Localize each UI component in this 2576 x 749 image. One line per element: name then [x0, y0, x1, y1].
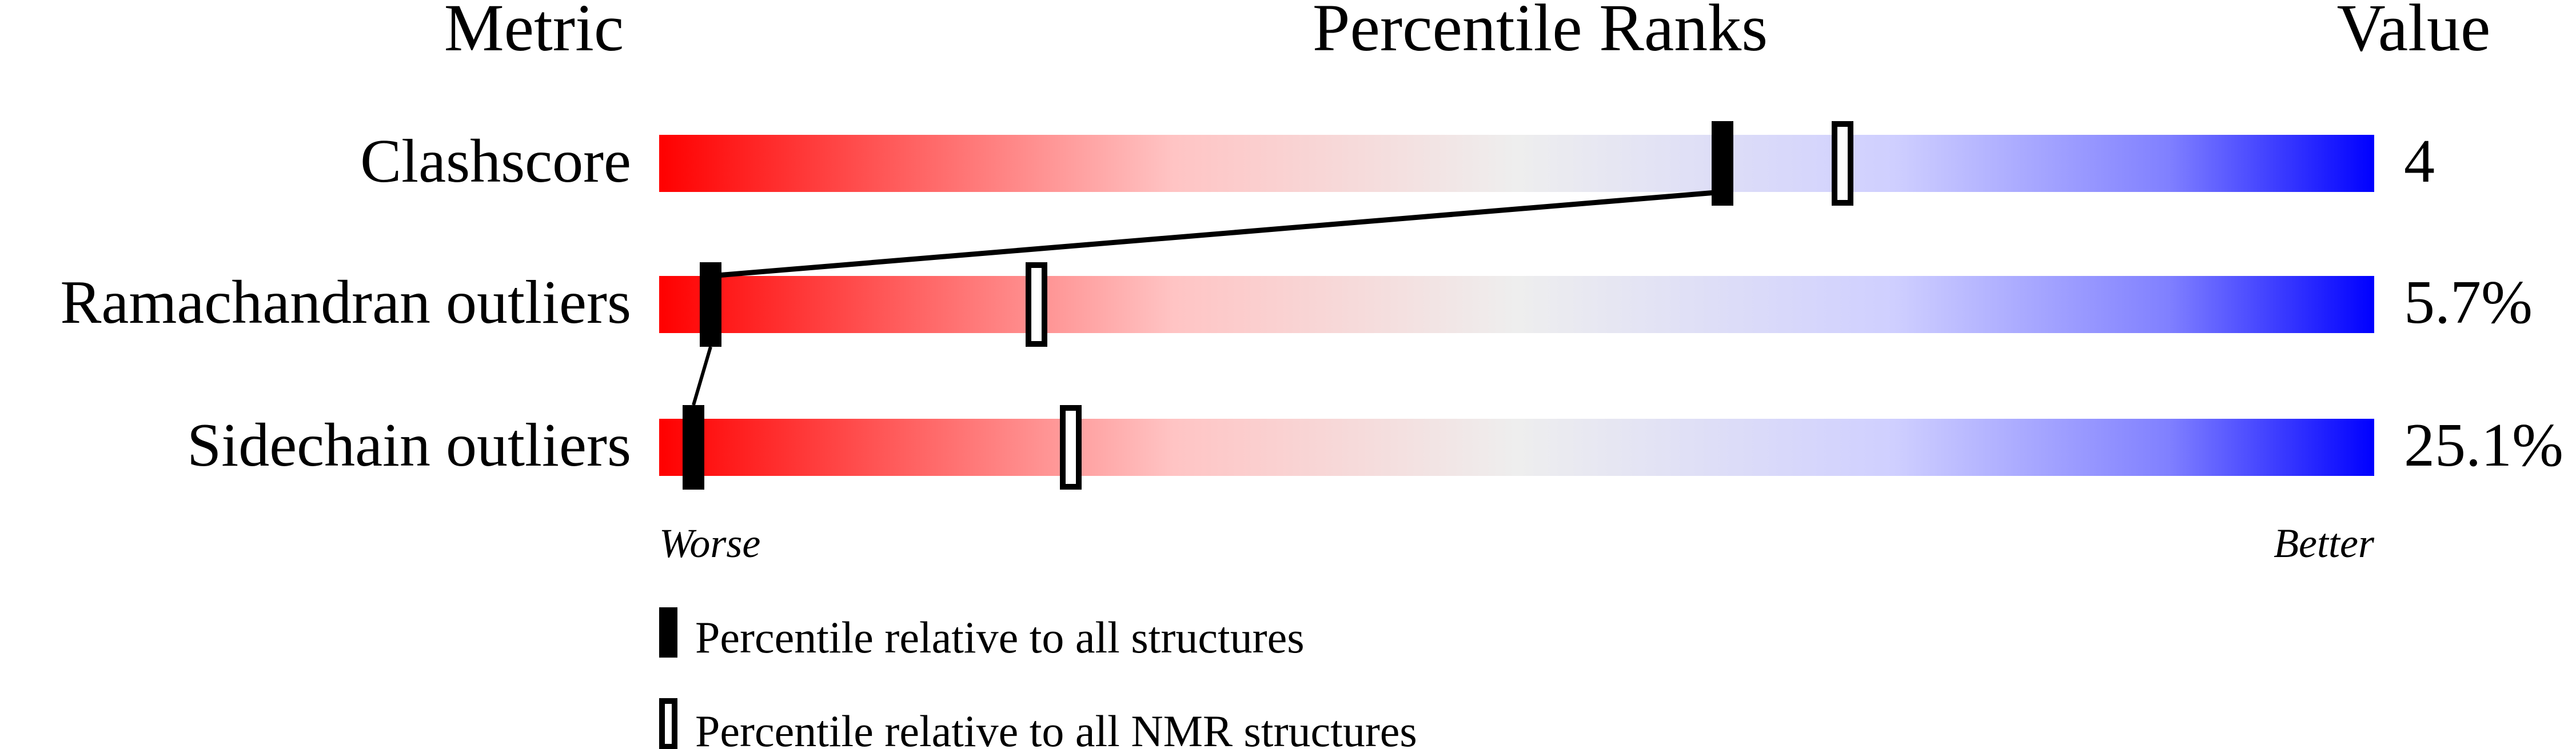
percentile-ranks-header: Percentile Ranks	[1313, 0, 1768, 65]
value-header: Value	[2337, 0, 2491, 65]
percentile-bar	[659, 276, 2374, 333]
metric-label: Sidechain outliers	[187, 411, 631, 479]
better-label: Better	[2274, 520, 2375, 566]
metric-row: Ramachandran outliers 5.7%	[60, 262, 2533, 347]
metric-header: Metric	[444, 0, 624, 65]
all-percentile-marker	[683, 405, 704, 490]
legend-open-marker	[659, 698, 677, 749]
percentile-bar	[659, 419, 2374, 476]
legend-filled-marker	[659, 607, 677, 658]
metric-row: Sidechain outliers 25.1%	[187, 405, 2563, 490]
legend-all-label: Percentile relative to all structures	[695, 612, 1305, 662]
nmr-percentile-marker	[1026, 262, 1047, 347]
percentile-bar	[659, 135, 2374, 192]
nmr-percentile-marker	[1060, 405, 1082, 490]
worse-label: Worse	[659, 520, 760, 566]
metric-row: Clashscore 4	[360, 121, 2435, 206]
legend-nmr-label: Percentile relative to all NMR structure…	[695, 706, 1417, 749]
marker-connector	[710, 189, 1723, 279]
marker-connector	[692, 346, 712, 406]
nmr-percentile-marker	[1832, 121, 1853, 206]
metric-value: 5.7%	[2404, 269, 2533, 337]
metric-label: Ramachandran outliers	[60, 269, 631, 337]
metric-value: 25.1%	[2404, 411, 2563, 479]
metric-value: 4	[2404, 127, 2435, 195]
metric-label: Clashscore	[360, 127, 631, 195]
legend: Percentile relative to all structures Pe…	[659, 607, 1417, 749]
